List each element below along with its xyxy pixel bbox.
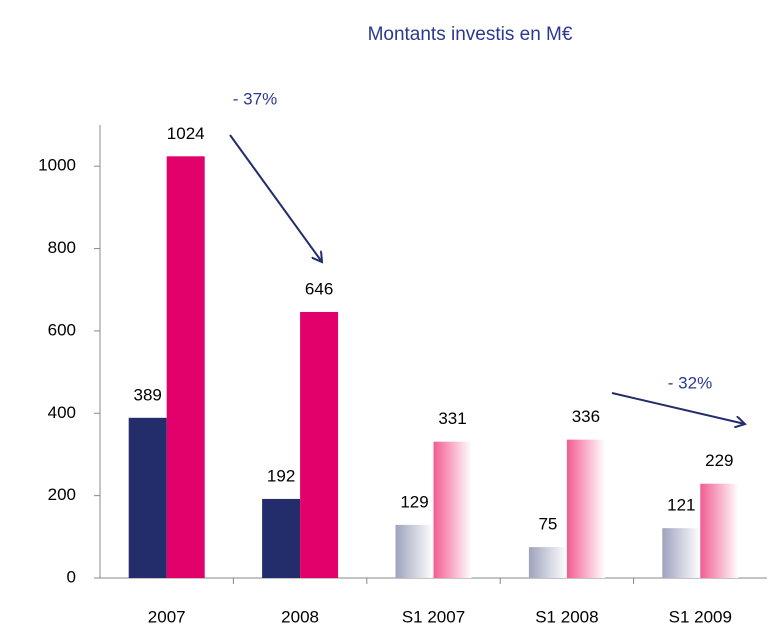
bar [395,524,434,578]
x-tick-label: 2008 [281,607,319,626]
y-tick-label: 1000 [38,156,76,175]
bar [528,547,567,578]
x-tick-label: S1 2009 [669,607,732,626]
bar [662,528,701,578]
value-label: 192 [267,466,295,485]
annotation: - 32% [668,373,712,392]
x-tick-label: S1 2007 [402,607,465,626]
chart-title: Montants investis en M€ [368,24,573,45]
bar [433,441,472,578]
value-label: 229 [705,451,733,470]
value-label: 389 [134,385,162,404]
bar [700,483,739,578]
bar [128,417,167,578]
y-tick-label: 0 [67,567,76,586]
x-tick-label: S1 2008 [535,607,598,626]
bar [566,439,605,578]
bar [166,156,205,578]
arrow [229,134,322,262]
value-label: 331 [438,409,466,428]
x-tick-label: 2007 [148,607,186,626]
value-label: 121 [667,496,695,515]
y-tick-label: 200 [48,485,76,504]
value-label: 129 [400,492,428,511]
value-label: 75 [538,515,557,534]
y-tick-label: 800 [48,238,76,257]
value-label: 1024 [167,124,205,143]
y-tick-label: 600 [48,320,76,339]
value-label: 646 [305,279,333,298]
value-label: 336 [572,407,600,426]
bar [262,498,301,578]
arrow [611,392,745,424]
annotation: - 37% [233,89,277,108]
bar [300,311,339,578]
y-tick-label: 400 [48,403,76,422]
